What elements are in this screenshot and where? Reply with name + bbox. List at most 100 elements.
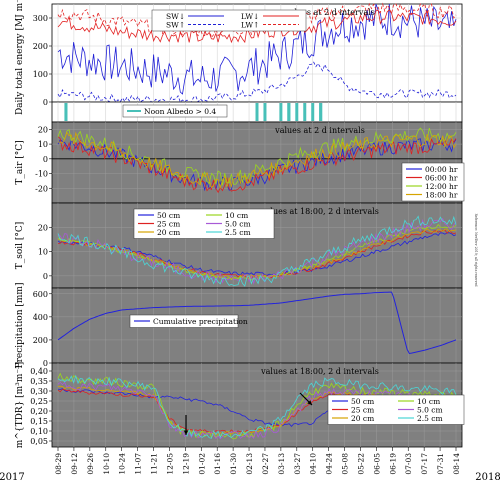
y-tick-label: 0,20 <box>30 407 48 416</box>
y-tick-label: 0,30 <box>30 387 48 396</box>
legend: SW↓SW↑ LW↓LW↑ <box>151 9 307 32</box>
legend-label: Noon Albedo > 0.4 <box>144 107 216 116</box>
y-tick-label: 0 <box>43 98 48 107</box>
x-tick-label: 04-24 <box>325 453 334 475</box>
y-tick-label: 0,35 <box>30 377 48 386</box>
x-tick-label: 12-19 <box>181 453 190 475</box>
x-tick-label: 07-31 <box>436 453 445 475</box>
legend-label: SW↓ <box>166 12 185 21</box>
legend-label: 25 cm <box>351 406 374 415</box>
y-tick-label: 100 <box>33 70 48 79</box>
legend-label: 10 cm <box>225 211 248 220</box>
series-line-06-00-hr <box>57 136 457 194</box>
x-tick-label: 02-27 <box>261 453 270 475</box>
y-tick-label: 0,15 <box>30 417 48 426</box>
x-tick-label: 09-12 <box>70 453 79 475</box>
albedo-event-bar <box>64 103 68 121</box>
y-axis-label: T_soil [°C] <box>15 222 25 270</box>
series-line-20-cm <box>57 228 457 280</box>
y-tick-label: -10 <box>35 170 48 179</box>
y-tick-label: 400 <box>33 313 48 322</box>
y-tick-label: 600 <box>33 290 48 299</box>
x-tick-label: 06-05 <box>372 453 381 475</box>
panel-energy: 0 100 200 300 Daily total energy [MJ m⁻²] val… <box>15 0 463 115</box>
x-tick-label: 01-16 <box>213 453 222 475</box>
series-line-2-5-cm <box>57 215 457 287</box>
legend-label: 20 cm <box>351 414 374 423</box>
y-tick-label: 0 <box>43 359 48 368</box>
y-tick-label: 0,25 <box>30 397 48 406</box>
series-line-50-cm <box>57 232 457 276</box>
x-tick-label: 11-21 <box>150 453 159 475</box>
panel-soil_temperature: 0 10 20 T_soil [°C] values at 18:00, 2 d int… <box>15 202 463 289</box>
y-tick-label: 20 <box>38 125 48 134</box>
legend-label: 18:00 hr <box>425 191 458 200</box>
series-line-5-0-cm <box>57 381 457 440</box>
annotation: values at 18:00, 2 d intervals <box>260 207 379 216</box>
x-tick-label: 03-13 <box>277 453 286 475</box>
x-tick-label: 03-27 <box>293 453 302 475</box>
legend-label: 12:00 hr <box>425 182 458 191</box>
y-tick-label: 0,40 <box>30 367 48 376</box>
legend-label: 2.5 cm <box>417 414 443 423</box>
series-line-12-00-hr <box>57 127 457 186</box>
x-tick-label: 10-10 <box>102 453 111 475</box>
x-tick-label: 05-08 <box>341 453 350 475</box>
x-tick-label: 05-22 <box>356 453 365 475</box>
y-axis-label: T_air [°C] <box>15 140 25 184</box>
albedo-event-bar <box>303 103 307 121</box>
x-tick-label: 06-19 <box>388 453 397 475</box>
albedo-event-bar <box>311 103 315 121</box>
legend-label: 20 cm <box>157 228 180 237</box>
y-axis-label: m^{TDR} [m³m⁻³] <box>15 362 25 448</box>
y-axis-label: Precipitation [mm] <box>15 283 25 369</box>
albedo-event-bar <box>255 103 259 121</box>
series-line-SW- <box>57 3 457 95</box>
legend-label: 5.0 cm <box>225 220 251 229</box>
plot-area <box>51 121 463 204</box>
x-tick-label: 08-29 <box>54 453 63 475</box>
albedo-event-bar <box>279 103 283 121</box>
albedo-event-bar <box>263 103 267 121</box>
panel-soil_moisture: 0,050,100,150,200,250,300,350,40 m^{TDR} … <box>15 362 465 448</box>
x-tick-label: 08-14 <box>452 453 461 475</box>
legend-label: Cumulative precipitation <box>153 317 248 326</box>
legend-label: 2.5 cm <box>225 228 251 237</box>
y-tick-label: 20 <box>38 223 48 232</box>
legend-label: 10 cm <box>417 397 440 406</box>
series-line-5-0-cm <box>57 217 457 285</box>
x-tick-label: 11-07 <box>134 453 143 475</box>
plot-area <box>51 287 463 364</box>
x-tick-label: 10-24 <box>118 453 127 475</box>
series-line-SW- <box>57 61 457 103</box>
legend-label: 25 cm <box>157 220 180 229</box>
y-tick-label: 300 <box>33 14 48 23</box>
y-tick-label: 0 <box>43 272 48 281</box>
panel-air_temperature: -20 -10 0 10 20 T_air [°C] values at 2 d inter… <box>15 121 465 204</box>
side-note: Reference: NveTerv 2019; all rights rese… <box>474 213 478 286</box>
series-line-LW- <box>57 9 457 44</box>
legend: Cumulative precipitation <box>129 314 248 328</box>
series-line-18-00-hr <box>57 131 457 190</box>
legend-label: 00:00 hr <box>425 165 458 174</box>
series-line-2-5-cm <box>57 374 457 439</box>
annotation: values at 2 d intervals <box>274 126 365 135</box>
x-tick-label: 07-03 <box>404 453 413 475</box>
series-line-00-00-hr <box>57 137 457 192</box>
albedo-event-bar <box>319 103 323 121</box>
x-tick-label: 01-02 <box>197 453 206 475</box>
albedo-event-bar <box>295 103 299 121</box>
legend-label: 06:00 hr <box>425 174 458 183</box>
legend-label: LW↓ <box>241 12 259 21</box>
y-tick-label: 10 <box>38 248 48 257</box>
x-tick-label: 12-05 <box>165 453 174 475</box>
legend-label: 5.0 cm <box>417 406 443 415</box>
panel-albedo: Noon Albedo > 0.4 <box>51 101 463 123</box>
panel-precipitation: 0 200 400 600 Precipitation [mm] Cumulative p… <box>15 283 463 369</box>
y-tick-label: 0,05 <box>30 437 48 446</box>
year-right: 2018 <box>475 472 500 483</box>
y-tick-label: 200 <box>33 336 48 345</box>
